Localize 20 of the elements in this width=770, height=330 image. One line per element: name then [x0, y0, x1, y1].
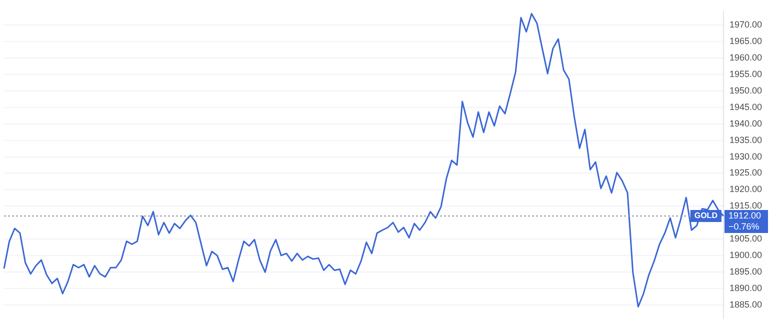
text: −0.76%: [728, 221, 760, 232]
y-tick-label: 1970.00: [729, 20, 762, 30]
ref-line-label: 1912.00: [728, 210, 762, 220]
y-tick-label: 1890.00: [729, 282, 762, 293]
y-tick-label: 1960.00: [729, 52, 762, 63]
annotation: GOLD: [694, 211, 718, 220]
y-tick-label: 1925.00: [729, 168, 762, 178]
y-tick-label: 1900.00: [729, 250, 762, 260]
y-tick-label: 1915.00: [729, 200, 762, 211]
y-tick-label: 1935.00: [729, 134, 762, 145]
y-tick-label: 1930.00: [729, 151, 762, 162]
y-tick-label: 1945.00: [729, 102, 762, 112]
y-tick-label: 1920.00: [729, 184, 762, 194]
y-tick-label: 1955.00: [729, 69, 762, 80]
y-tick-label: 1905.00: [729, 233, 762, 244]
y-tick-label: 1950.00: [729, 85, 762, 96]
y-tick-label: 1965.00: [729, 36, 762, 46]
y-tick-label: 1940.00: [729, 118, 762, 128]
y-tick-label: 1885.00: [729, 299, 762, 310]
y-tick-label: 1895.00: [729, 266, 762, 276]
